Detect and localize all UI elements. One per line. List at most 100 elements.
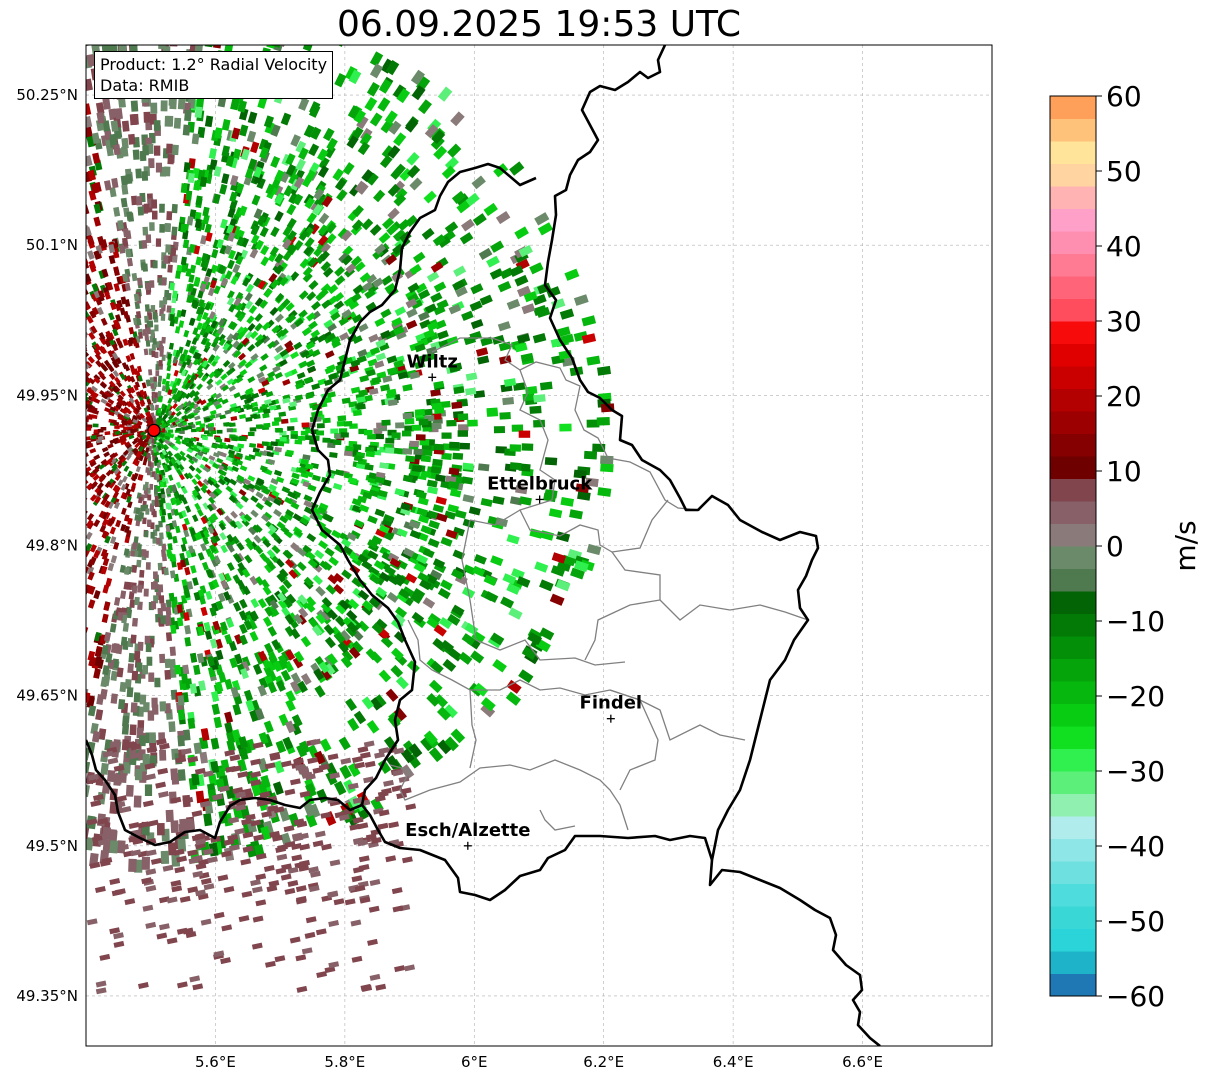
echo-pixel: [213, 716, 223, 729]
echo-pixel: [2, 233, 12, 244]
echo-pixel: [347, 325, 358, 335]
echo-pixel: [77, 435, 84, 440]
echo-pixel: [0, 344, 4, 352]
echo-pixel: [359, 504, 370, 513]
echo-pixel: [263, 720, 274, 733]
echo-pixel: [134, 381, 141, 388]
echo-pixel: [0, 669, 10, 681]
echo-pixel: [189, 389, 196, 397]
echo-pixel: [42, 0, 53, 13]
echo-pixel: [189, 317, 196, 326]
echo-pixel: [115, 519, 122, 528]
echo-pixel: [171, 226, 178, 236]
echo-pixel: [490, 555, 504, 567]
echo-pixel: [132, 418, 139, 424]
echo-pixel: [177, 769, 186, 781]
echo-pixel: [93, 454, 101, 461]
echo-pixel: [600, 455, 614, 465]
echo-pixel: [271, 639, 281, 651]
echo-pixel: [171, 254, 178, 263]
echo-pixel: [26, 513, 35, 521]
echo-pixel: [492, 495, 505, 505]
echo-pixel: [295, 140, 307, 154]
echo-pixel: [76, 354, 84, 362]
echo-pixel: [24, 216, 34, 227]
echo-pixel: [149, 505, 154, 512]
echo-pixel: [10, 500, 19, 508]
echo-pixel: [146, 327, 151, 335]
echo-pixel: [216, 457, 224, 464]
echo-pixel: [216, 238, 224, 249]
echo-pixel: [0, 599, 2, 610]
echo-pixel: [292, 193, 304, 206]
echo-pixel: [133, 384, 139, 391]
echo-pixel: [66, 133, 75, 145]
echo-pixel: [123, 465, 130, 473]
echo-pixel: [448, 303, 462, 315]
echo-pixel: [577, 490, 591, 501]
echo-pixel: [146, 398, 152, 405]
echo-pixel: [112, 370, 120, 378]
echo-pixel: [21, 14, 32, 29]
echo-pixel: [193, 664, 201, 675]
echo-pixel: [86, 103, 92, 116]
echo-pixel: [33, 309, 42, 318]
echo-pixel: [0, 814, 2, 829]
echo-pixel: [311, 349, 321, 358]
echo-pixel: [128, 337, 135, 345]
echo-pixel: [46, 408, 53, 413]
echo-pixel: [294, 439, 303, 445]
echo-pixel: [41, 342, 50, 350]
echo-pixel: [0, 314, 8, 323]
echo-pixel: [20, 415, 27, 420]
echo-pixel: [270, 124, 281, 137]
echo-pixel: [33, 365, 41, 372]
echo-pixel: [146, 656, 153, 666]
echo-pixel: [25, 115, 36, 128]
echo-pixel: [131, 564, 138, 573]
echo-pixel: [66, 639, 74, 650]
echo-pixel: [182, 664, 190, 675]
echo-pixel: [0, 182, 1, 194]
echo-pixel: [21, 429, 28, 434]
echo-pixel: [233, 297, 242, 307]
echo-pixel: [373, 189, 386, 203]
echo-pixel: [53, 374, 61, 381]
echo-pixel: [164, 166, 171, 177]
echo-pixel: [340, 538, 352, 548]
echo-pixel: [207, 426, 214, 431]
echo-pixel: [32, 159, 42, 171]
echo-pixel: [40, 293, 49, 302]
echo-pixel: [479, 294, 493, 306]
echo-pixel: [513, 382, 526, 391]
echo-pixel: [194, 532, 201, 541]
echo-pixel: [113, 283, 121, 292]
echo-pixel: [109, 406, 117, 412]
echo-pixel: [52, 27, 63, 41]
echo-pixel: [155, 370, 160, 377]
echo-pixel: [198, 298, 205, 308]
echo-pixel: [209, 409, 217, 416]
echo-pixel: [196, 383, 204, 391]
echo-pixel: [115, 302, 122, 312]
echo-pixel: [2, 590, 12, 600]
echo-pixel: [127, 212, 135, 222]
echo-pixel: [112, 319, 120, 328]
echo-pixel: [192, 358, 200, 366]
echo-pixel: [287, 612, 298, 624]
echo-pixel: [3, 432, 11, 437]
echo-pixel: [414, 408, 425, 416]
echo-pixel: [0, 372, 9, 379]
echo-pixel: [28, 150, 38, 162]
echo-pixel: [420, 736, 435, 752]
echo-pixel: [187, 717, 196, 730]
echo-pixel: [14, 110, 25, 123]
echo-pixel: [518, 430, 531, 438]
echo-pixel: [70, 102, 79, 114]
echo-pixel: [100, 317, 108, 326]
echo-pixel: [0, 615, 1, 626]
echo-pixel: [74, 410, 81, 415]
echo-pixel: [204, 223, 212, 234]
echo-pixel: [25, 554, 34, 563]
echo-pixel: [47, 412, 54, 417]
